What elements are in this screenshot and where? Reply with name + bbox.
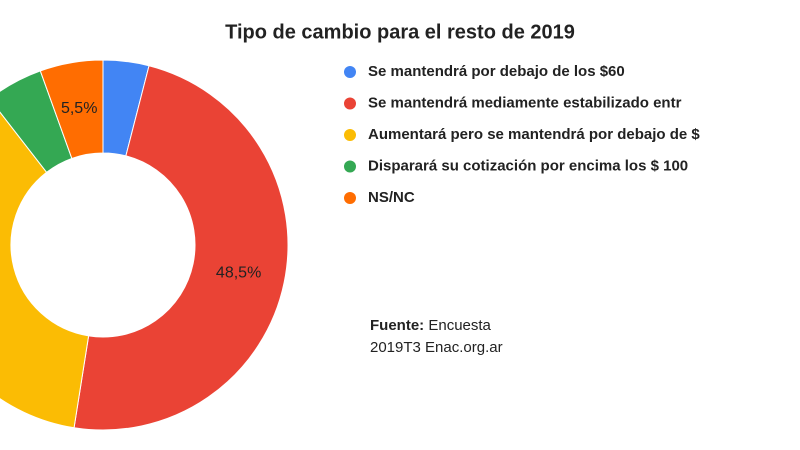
legend-label: Disparará su cotización por encima los $… — [368, 157, 688, 174]
data-label: 48,5% — [216, 264, 261, 281]
legend-marker — [344, 192, 356, 204]
slice — [39, 59, 104, 160]
legend-label: Se mantendrá por debajo de los $60 — [368, 63, 625, 80]
source-text: Encuesta — [428, 317, 491, 334]
legend-marker — [344, 160, 356, 173]
data-label: 5,5% — [61, 100, 97, 117]
slice — [73, 65, 289, 431]
legend-label: NS/NC — [368, 189, 415, 206]
source-text: 2019T3 Enac.org.ar — [370, 339, 503, 356]
legend-label: Se mantendrá mediamente estabilizado ent… — [368, 94, 682, 111]
legend-label: Aumentará pero se mantendrá por debajo d… — [368, 126, 700, 143]
legend-marker — [344, 129, 356, 141]
slice — [0, 111, 90, 429]
source: Fuente: Encuesta — [370, 317, 492, 334]
legend-marker — [344, 97, 356, 110]
source-label: Fuente: — [370, 317, 424, 334]
legend-marker — [344, 66, 356, 78]
chart-title: Tipo de cambio para el resto de 2019 — [225, 21, 575, 43]
